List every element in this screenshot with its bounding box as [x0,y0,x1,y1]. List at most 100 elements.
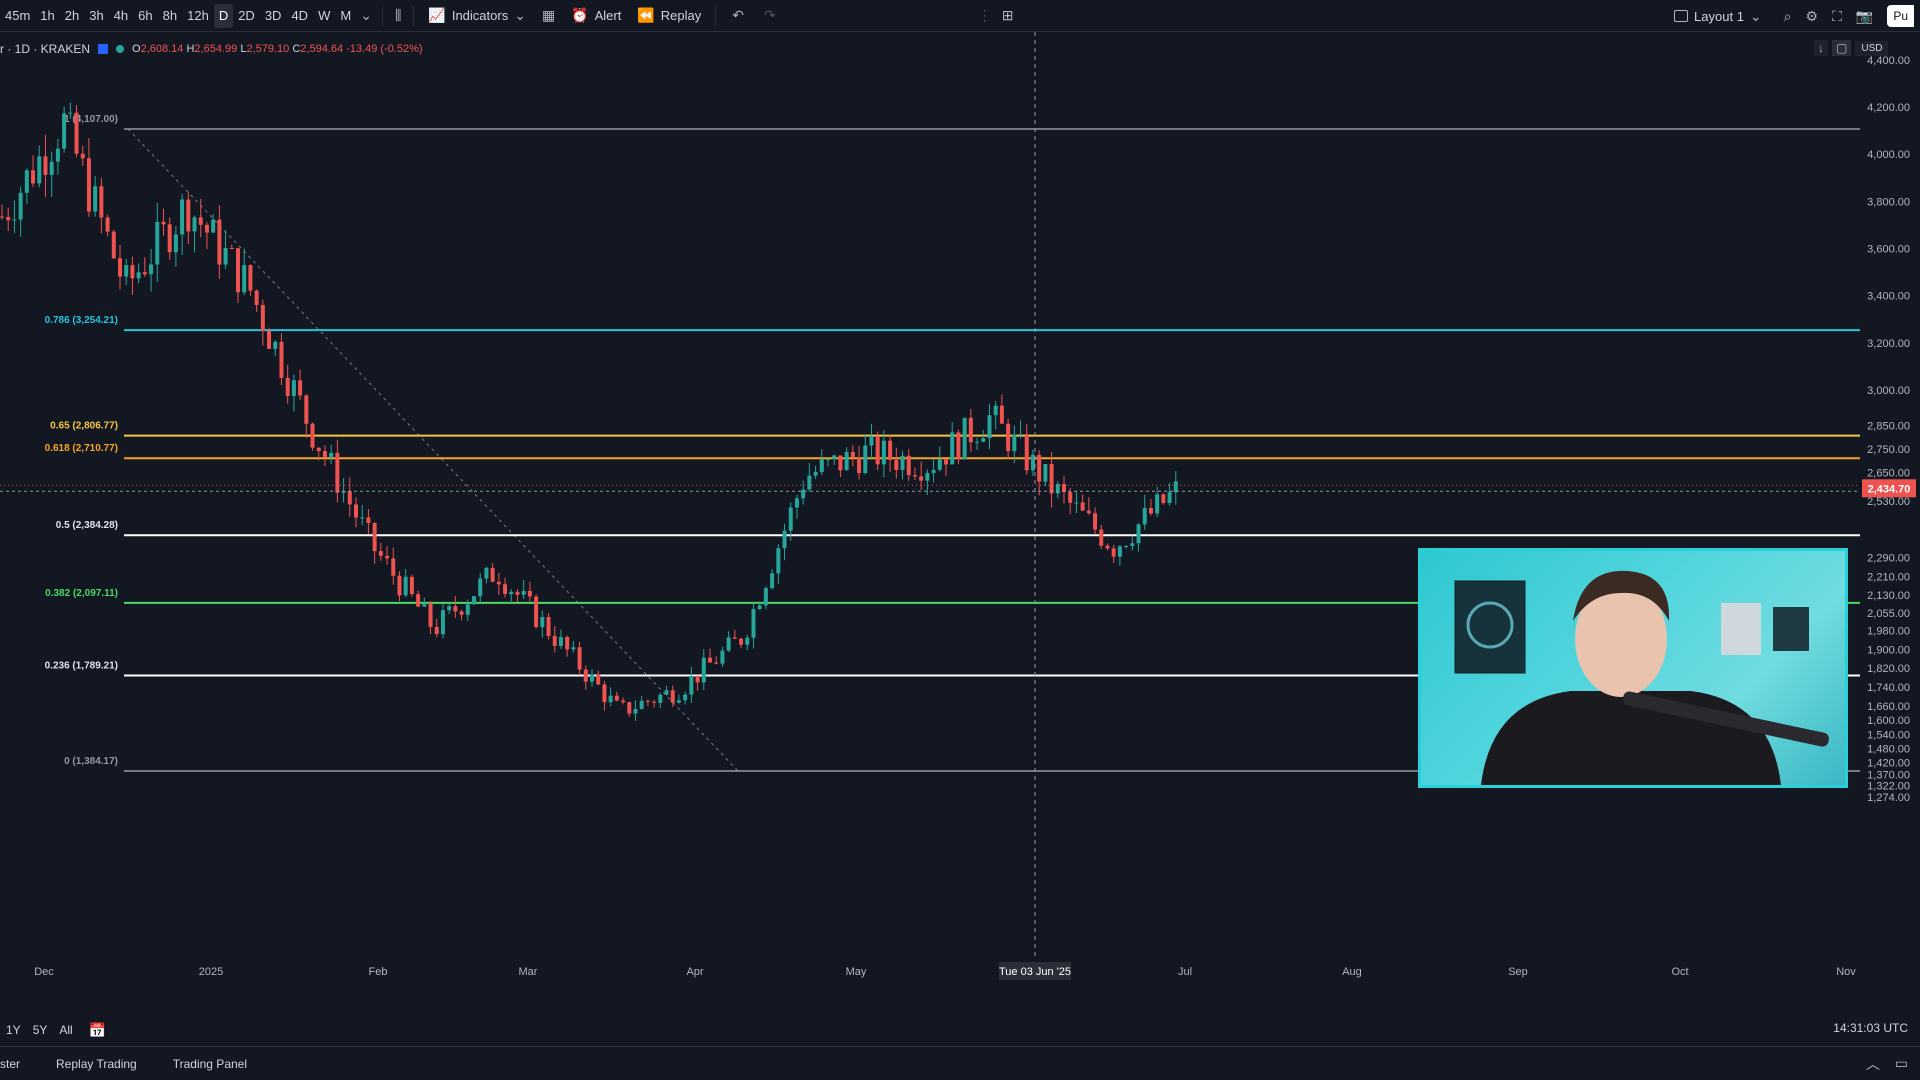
candle-body [776,548,781,574]
timeframe-w[interactable]: W [318,7,331,23]
candle-body [844,451,849,471]
bottom-tab-1[interactable]: Replay Trading [56,1056,137,1071]
bottom-tab-2[interactable]: Trading Panel [172,1056,248,1071]
candle-body [546,617,551,636]
candle-body [285,377,290,396]
camera-icon[interactable]: 📷 [1855,7,1874,24]
clock[interactable]: 14:31:03 UTC [1833,1021,1908,1035]
candle-body [857,457,862,474]
candles-icon[interactable]: ⫼ [394,7,402,23]
candle-body [74,112,79,154]
drag-handle-icon[interactable]: ⋮ [977,7,992,23]
timeframe-2d[interactable]: 2D [238,7,255,23]
range-all[interactable]: All [59,1023,73,1037]
candle-body [378,551,383,556]
y-tick-label: 2,055.00 [1867,608,1910,620]
timeframe-8h[interactable]: 8h [162,7,178,23]
y-tick-label: 1,480.00 [1867,743,1910,755]
candle-body [49,161,54,175]
y-tick-label: 1,540.00 [1867,729,1910,741]
y-tick-label: 3,600.00 [1867,244,1910,256]
square-icon[interactable]: ▢ [1832,40,1852,56]
chevron-down-icon: ⌄ [514,7,526,23]
candle-body [1111,548,1116,557]
timeframe-2h[interactable]: 2h [64,7,80,23]
calendar-icon[interactable]: 📅 [88,1021,107,1038]
timeframe-d[interactable]: D [213,3,234,28]
redo-icon[interactable]: ↷ [763,7,776,23]
candle-body [1006,423,1011,452]
y-tick-label: 4,400.00 [1867,55,1910,67]
market-status-icon [116,45,125,53]
candle-body [1130,543,1135,547]
indicators-button[interactable]: 📈 Indicators ⌄ [420,2,534,30]
currency-select[interactable]: USD [1855,40,1889,56]
replay-button[interactable]: ⏪ Replay [629,2,709,30]
chevron-down-icon[interactable]: ⌄ [360,7,372,23]
layout-button[interactable]: Layout 1 ⌄ [1666,2,1770,30]
candle-body [1012,434,1017,452]
grid-layout-icon[interactable]: ⊞ [1001,7,1014,23]
chevron-up-icon[interactable]: ︿ [1866,1055,1880,1072]
y-tick-label: 2,130.00 [1867,590,1910,602]
timeframe-45m[interactable]: 45m [5,7,31,23]
y-tick-label: 1,820.00 [1867,663,1910,675]
candle-body [919,476,924,481]
alarm-icon: ⏰ [571,7,589,23]
bottom-panel: ster Replay Trading Trading Panel ︿ ▭ [0,1046,1920,1080]
candle-body [304,395,309,424]
chart-area[interactable]: 4,400.00 4,200.00 4,000.00 3,800.00 3,600.00… [0,32,1920,990]
candle-body [105,217,110,232]
candle-body [676,700,681,703]
candle-body [683,694,688,701]
candle-body [217,219,222,265]
maximize-icon[interactable]: ▭ [1894,1055,1908,1071]
candle-body [242,265,247,293]
templates-icon[interactable]: ▦ [541,7,556,23]
y-tick-label: 4,200.00 [1867,102,1910,114]
price-chart[interactable]: 4,400.00 4,200.00 4,000.00 3,800.00 3,600.00… [0,32,1920,990]
candle-body [745,637,750,645]
candle-body [229,248,234,250]
candle-body [565,636,570,650]
webcam-overlay [1418,548,1848,788]
toolbar-right: Layout 1 ⌄ ⌕ ⚙ ⛶ 📷 Pu [1666,0,1920,32]
download-icon[interactable]: ↓ [1814,40,1828,56]
candle-body [409,576,414,595]
fib-trend-line [127,128,739,772]
flag-icon[interactable] [98,44,109,54]
timeframe-4d[interactable]: 4D [291,7,309,23]
candle-body [590,674,594,682]
candle-body [875,436,880,465]
search-icon[interactable]: ⌕ [1783,7,1792,24]
timeframe-m[interactable]: M [340,7,352,23]
timeframe-6h[interactable]: 6h [138,7,153,23]
candle-body [1080,502,1085,511]
candle-body [142,272,147,275]
bottom-tab-0[interactable]: ster [0,1056,21,1071]
fullscreen-icon[interactable]: ⛶ [1832,7,1842,24]
symbol-title[interactable]: r · 1D · KRAKEN [0,42,91,56]
candle-body [1037,454,1042,482]
gear-icon[interactable]: ⚙ [1805,7,1819,24]
candle-body [689,675,694,695]
fib-level-label: 0.618 (2,710.77) [45,443,118,454]
undo-icon[interactable]: ↶ [732,7,744,23]
y-tick-label: 1,322.00 [1867,781,1910,793]
candle-body [571,647,576,650]
timeframe-1h[interactable]: 1h [40,7,55,23]
timeframe-12h[interactable]: 12h [187,7,209,23]
timeframe-3d[interactable]: 3D [264,7,282,23]
candle-body [93,186,98,212]
candle-body [322,451,327,458]
range-5y[interactable]: 5Y [32,1023,48,1037]
publish-button[interactable]: Pu [1887,5,1914,27]
ohlc-values: O2,608.14 H2,654.99 L2,579.10 C2,594.64 … [132,43,423,55]
candle-body [155,221,160,265]
candle-body [316,447,321,452]
alert-button[interactable]: ⏰ Alert [563,2,629,30]
timeframe-4h[interactable]: 4h [113,7,129,23]
candle-body [279,341,284,378]
range-1y[interactable]: 1Y [6,1023,21,1037]
timeframe-3h[interactable]: 3h [89,7,104,23]
